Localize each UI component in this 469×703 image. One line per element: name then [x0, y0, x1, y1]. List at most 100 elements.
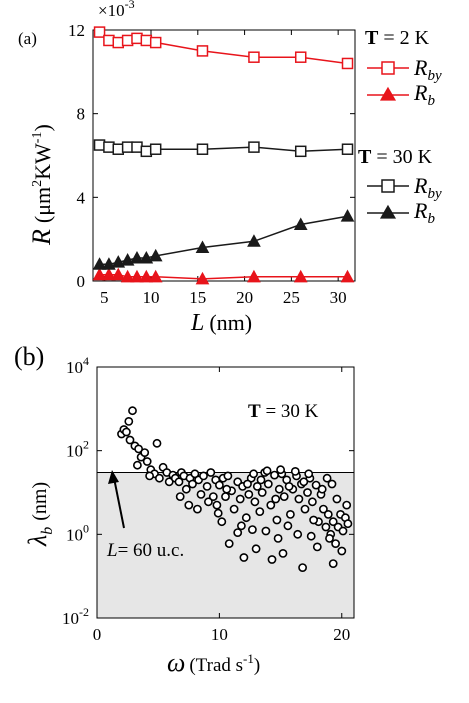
- data-marker-square: [93, 139, 106, 151]
- scatter-point: [298, 563, 307, 572]
- data-marker-triangle: [102, 257, 116, 270]
- scatter-point: [270, 470, 279, 480]
- scatter-point: [266, 500, 276, 510]
- legend-label-rby-30k: Rby: [413, 173, 442, 202]
- scatter-point: [284, 481, 294, 491]
- data-marker-triangle: [139, 269, 154, 283]
- scatter-point: [203, 497, 213, 507]
- scatter-point: [125, 435, 135, 445]
- scatter-point: [279, 492, 289, 501]
- scatter-point: [283, 521, 293, 531]
- scatter-point: [261, 526, 271, 536]
- scatter-point: [222, 484, 232, 494]
- temperature-annotation: T = 30 K: [248, 401, 319, 422]
- annotation-arrow: [113, 477, 125, 529]
- length-annotation: L= 60 u.c.: [106, 540, 184, 561]
- scatter-point: [154, 473, 164, 483]
- scatter-point: [271, 494, 281, 504]
- data-marker-triangle: [195, 271, 210, 285]
- data-marker-square: [103, 141, 115, 153]
- legend-marker-rb-2k: [379, 86, 397, 101]
- data-marker-square: [112, 143, 125, 155]
- data-marker-triangle: [340, 269, 355, 283]
- scatter-point: [309, 515, 318, 525]
- panel-a: (a) ×10-3 5 10 15 20 25 30 0 4 8 12 R(μm2KW-1) L…: [18, 0, 442, 336]
- scatter-point: [312, 542, 322, 552]
- scatter-point: [274, 484, 284, 494]
- panel-b-label: (b): [14, 342, 44, 371]
- scatter-point: [290, 466, 300, 476]
- scatter-point: [145, 471, 154, 481]
- data-marker-triangle: [111, 267, 126, 281]
- data-marker-square: [103, 34, 115, 47]
- data-marker-triangle: [120, 253, 135, 266]
- scatter-point: [199, 471, 208, 481]
- x-tick-label-a: 10: [143, 288, 160, 307]
- data-marker-triangle: [130, 250, 144, 264]
- data-marker-square: [248, 141, 260, 153]
- scatter-point: [331, 539, 340, 548]
- y-axis-label-b: λb(nm): [23, 482, 56, 547]
- scatter-point: [299, 477, 309, 487]
- scatter-point: [273, 534, 283, 543]
- scatter-point: [307, 497, 317, 507]
- legend-marker-rby-2k: [381, 61, 395, 75]
- data-marker-square: [341, 143, 354, 155]
- scatter-point: [332, 494, 342, 504]
- data-marker-square: [131, 32, 143, 45]
- y-tick-label-a: 0: [77, 272, 86, 291]
- scatter-point: [192, 504, 202, 514]
- scatter-point: [318, 504, 328, 514]
- scatter-point: [221, 492, 230, 501]
- x-tick-label-a: 15: [189, 288, 206, 307]
- data-marker-triangle: [111, 255, 126, 268]
- x-tick-label-a: 20: [236, 288, 253, 307]
- scatter-point: [267, 555, 277, 564]
- scatter-point: [338, 526, 348, 536]
- scatter-point: [243, 479, 252, 489]
- data-marker-triangle: [102, 267, 116, 281]
- data-marker-square: [121, 141, 134, 153]
- legend-item-rb-2k: Rb: [367, 80, 435, 109]
- y-tick-label-b: 100: [66, 521, 89, 544]
- x-tick-label-a: 25: [283, 288, 300, 307]
- scatter-point: [337, 546, 347, 556]
- legend-item-rb-30k: Rb: [367, 198, 435, 227]
- x-tick-label-b: 0: [93, 625, 102, 644]
- scatter-point: [142, 457, 152, 466]
- data-marker-triangle: [195, 240, 210, 254]
- scatter-point: [206, 468, 216, 477]
- plot-frame-a: [92, 29, 356, 282]
- y-tick-label-a: 4: [77, 188, 86, 207]
- scatter-point: [285, 510, 295, 519]
- scatter-point: [122, 427, 131, 437]
- scatter-point: [124, 416, 134, 426]
- x-tick-label-a: 5: [100, 288, 109, 307]
- data-marker-square: [140, 34, 153, 47]
- legend-item-rby-30k: Rby: [367, 173, 442, 202]
- legend-marker-rby-30k: [381, 179, 395, 193]
- scatter-point: [174, 477, 184, 487]
- scatter-point: [328, 517, 338, 527]
- scatter-point: [249, 469, 258, 479]
- data-marker-square: [294, 145, 307, 158]
- scatter-point: [252, 481, 262, 491]
- data-marker-triangle: [148, 248, 163, 262]
- scatter-point: [134, 444, 143, 454]
- scatter-point: [229, 504, 239, 514]
- scatter-point: [251, 544, 261, 554]
- scatter-point: [244, 489, 254, 499]
- scatter-point: [184, 500, 194, 510]
- y-tick-label-b: 104: [66, 354, 89, 377]
- data-marker-square: [131, 141, 143, 153]
- scatter-point: [223, 471, 233, 481]
- scatter-point: [212, 500, 222, 510]
- scatter-point: [311, 480, 321, 490]
- scatter-point: [276, 465, 285, 475]
- scatter-point: [196, 489, 206, 499]
- x-axis-ticks-b: 0 10 20: [93, 367, 350, 644]
- scatter-point: [322, 473, 332, 483]
- scatter-point: [304, 469, 314, 479]
- scatter-point: [272, 515, 282, 525]
- legend-item-rby-2k: Rby: [367, 55, 442, 84]
